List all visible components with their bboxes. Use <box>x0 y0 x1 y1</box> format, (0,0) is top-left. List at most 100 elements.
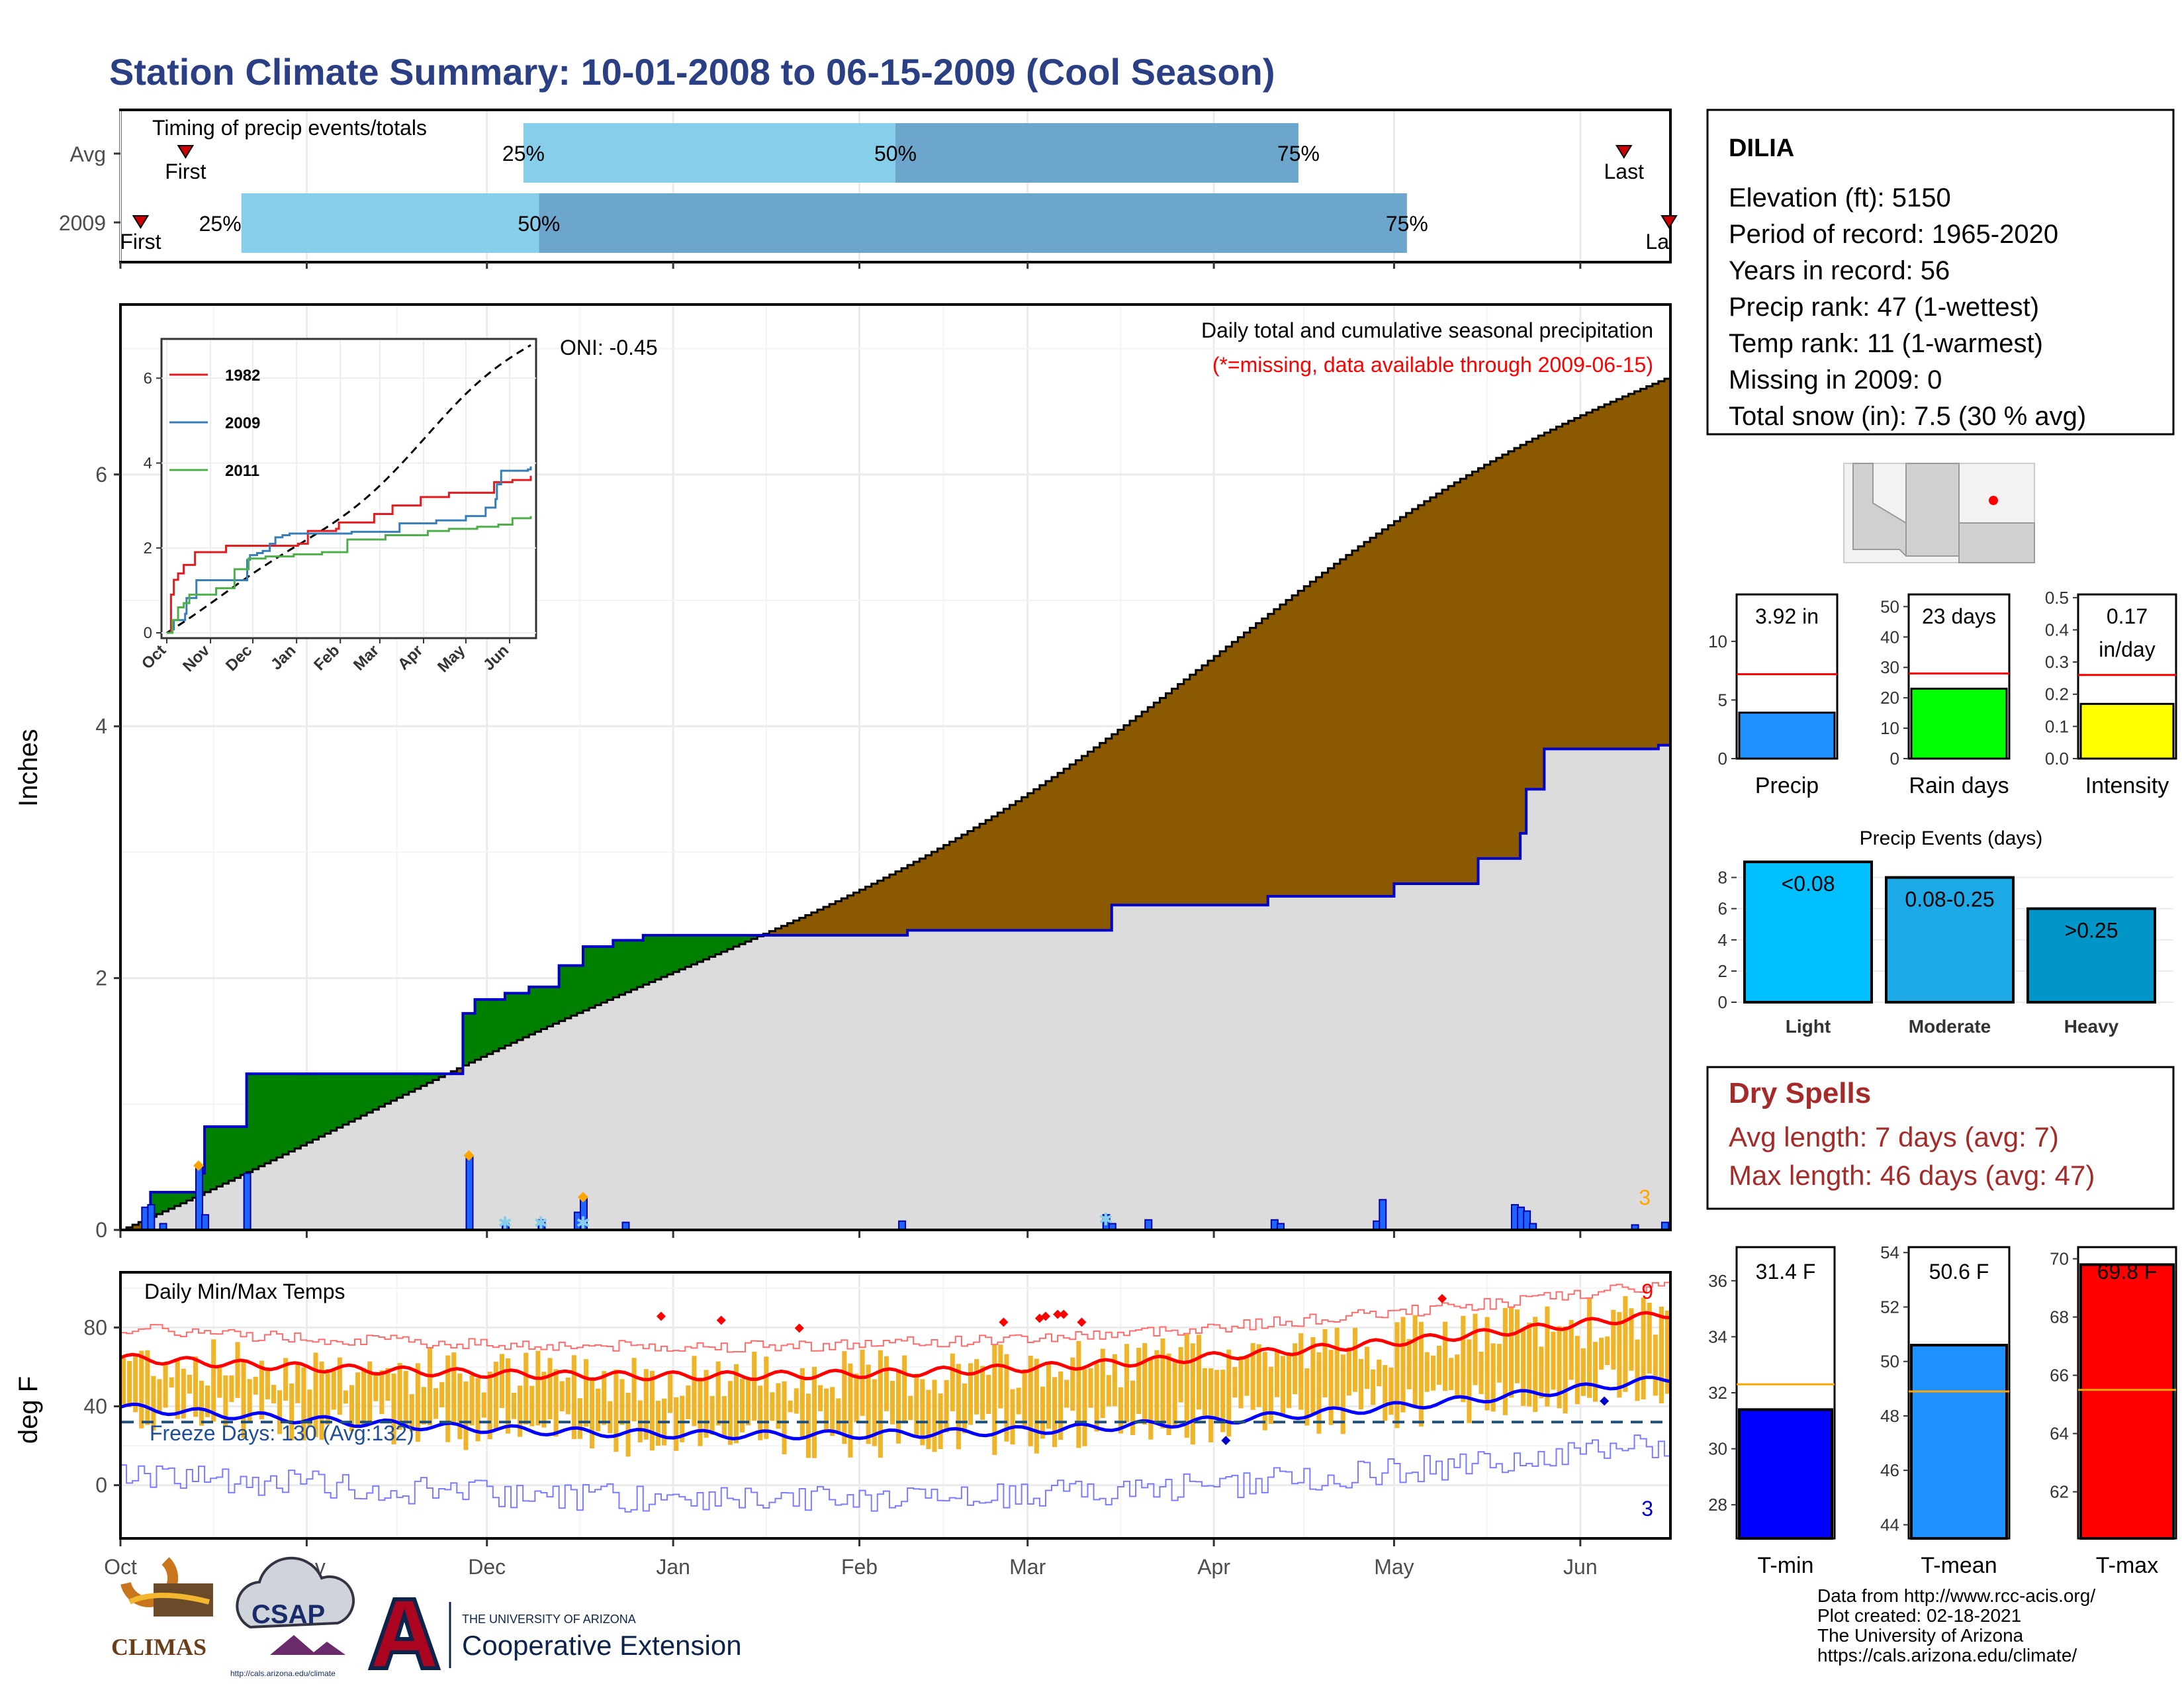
daily-temp-bar <box>313 1352 318 1437</box>
daily-temp-bar <box>1082 1369 1087 1446</box>
daily-temp-bar <box>956 1364 961 1450</box>
missing-note: (*=missing, data available through 2009-… <box>1212 353 1653 377</box>
daily-temp-bar <box>878 1350 883 1458</box>
daily-temp-bar <box>1574 1336 1580 1405</box>
daily-temp-bar <box>1322 1329 1328 1397</box>
daily-temp-bar <box>529 1385 535 1427</box>
timing-row-year: 2009 <box>59 211 106 235</box>
daily-temp-bar <box>625 1392 631 1457</box>
record-high-line <box>120 1282 1670 1353</box>
precip-bar <box>1738 712 1836 760</box>
daily-temp-bar <box>1244 1355 1250 1396</box>
first-last-marker <box>132 215 150 229</box>
csap-logo: CSAP http://cals.arizona.edu/climate <box>230 1556 355 1678</box>
tmean-bar <box>1910 1344 2008 1540</box>
daily-temp-bar <box>608 1401 613 1434</box>
daily-temp-bar <box>1400 1317 1406 1413</box>
daily-temp-bar <box>1418 1321 1424 1427</box>
daily-temp-bar <box>361 1368 367 1427</box>
daily-temp-bar <box>409 1394 414 1432</box>
daily-temp-bar <box>1130 1380 1136 1436</box>
daily-temp-bar <box>277 1390 283 1434</box>
station-line: Period of record: 1965-2020 <box>1729 220 2058 249</box>
record-high-marker <box>1437 1293 1447 1303</box>
month-tick: Feb <box>841 1555 878 1579</box>
daily-temp-bar <box>211 1339 216 1422</box>
credits: Data from http://www.rcc-acis.org/Plot c… <box>1817 1585 2095 1665</box>
daily-temp-bar <box>1635 1339 1640 1401</box>
daily-temp-bar <box>962 1383 967 1434</box>
temp-y-tick: 0 <box>95 1474 107 1497</box>
daily-temp-bar <box>1346 1347 1351 1396</box>
daily-temp-bar <box>619 1379 625 1425</box>
daily-temp-bar <box>571 1355 576 1439</box>
daily-temp-bar <box>794 1388 799 1414</box>
inset-y-tick: 0 <box>144 624 152 642</box>
daily-temp-bar <box>1365 1346 1370 1389</box>
daily-temp-bar <box>1016 1387 1021 1415</box>
raindays-y-tick: 40 <box>1880 627 1899 647</box>
daily-temp-bar <box>439 1382 445 1408</box>
daily-temp-bar <box>481 1392 486 1418</box>
station-line: Years in record: 56 <box>1729 256 1950 285</box>
daily-temp-bar <box>493 1362 498 1430</box>
daily-temp-bar <box>151 1376 156 1431</box>
tmin-y-tick: 28 <box>1708 1495 1727 1515</box>
daily-temp-bar <box>974 1359 979 1415</box>
daily-temp-bar <box>1196 1335 1201 1410</box>
record-high-marker <box>656 1311 666 1321</box>
daily-temp-bar <box>349 1385 355 1432</box>
tmin-value: 31.4 F <box>1756 1260 1816 1284</box>
daily-temp-bar <box>643 1369 649 1440</box>
month-tick: Mar <box>1009 1555 1046 1579</box>
daily-temp-bar <box>980 1366 985 1421</box>
daily-temp-bar <box>842 1351 847 1444</box>
tmax-value: 69.8 F <box>2097 1260 2158 1284</box>
record-high-marker <box>1053 1309 1063 1319</box>
temp-summary-bars: 28 30 32 34 36 31.4 F T-min 44 46 48 50 52 54 50.6 F T… <box>1708 1243 2177 1578</box>
temp-panel: 04080OctNovDecJanFebMarAprMayJun Daily M… <box>14 1271 1672 1579</box>
raindays-y-tick: 50 <box>1880 596 1899 616</box>
daily-temp-bar <box>860 1349 865 1416</box>
freeze-days: Freeze Days: 130 (Avg:132) <box>150 1421 414 1445</box>
temp-y-tick: 40 <box>83 1394 107 1418</box>
daily-temp-bar <box>704 1370 709 1438</box>
record-high-marker <box>794 1323 804 1333</box>
events-y-tick: 2 <box>1718 961 1727 981</box>
station-line: Missing in 2009: 0 <box>1729 365 1942 395</box>
snow-flake-icon: ✱ <box>1099 1210 1113 1230</box>
tmax-y-tick: 70 <box>2050 1249 2069 1269</box>
daily-temp-bar <box>1605 1336 1610 1366</box>
daily-temp-bar <box>1467 1339 1472 1423</box>
daily-temp-bar <box>1617 1312 1622 1398</box>
daily-temp-bar <box>908 1395 913 1421</box>
timing-avg-q1-bar <box>523 123 895 183</box>
tmean-y-tick: 48 <box>1880 1406 1899 1426</box>
daily-temp-bar <box>1088 1368 1093 1408</box>
daily-temp-bar <box>193 1356 199 1417</box>
timing-avg-last: Last <box>1604 160 1644 183</box>
daily-temp-bar <box>1100 1348 1105 1419</box>
daily-temp-bar <box>1545 1306 1550 1407</box>
precip-y-tick: 0 <box>1718 749 1727 769</box>
events-bar-value: <0.08 <box>1782 872 1835 896</box>
avg-low-line <box>120 1376 1671 1440</box>
snow-flake-icon: ✱ <box>534 1213 549 1233</box>
precip-note: Daily total and cumulative seasonal prec… <box>1201 318 1653 342</box>
daily-temp-bar <box>1328 1350 1334 1425</box>
daily-temp-bar <box>253 1376 258 1395</box>
locator-map <box>1843 463 2035 563</box>
station-line: Precip rank: 47 (1-wettest) <box>1729 293 2039 322</box>
daily-temp-bar <box>1298 1333 1304 1410</box>
daily-temp-bar <box>1406 1338 1412 1389</box>
daily-temp-bar <box>1238 1356 1244 1409</box>
events-bar-value: 0.08-0.25 <box>1905 888 1994 912</box>
daily-temp-bar <box>217 1366 222 1398</box>
month-tick: Jan <box>656 1555 690 1579</box>
daily-temp-bar <box>283 1358 289 1401</box>
daily-temp-bar <box>1394 1322 1400 1429</box>
timing-row-avg: Avg <box>69 142 106 166</box>
daily-temp-bar <box>1502 1307 1508 1415</box>
events-bar-label: Moderate <box>1909 1016 1991 1037</box>
daily-temp-bar <box>1521 1329 1526 1406</box>
